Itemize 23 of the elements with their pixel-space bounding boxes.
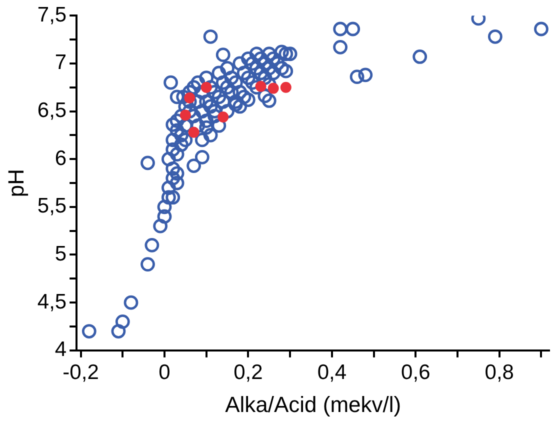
x-tick-label: 0,2 — [234, 360, 263, 384]
point — [188, 126, 200, 138]
x-tick-label: 0,4 — [317, 360, 347, 384]
point — [255, 80, 266, 92]
y-tick-label: 5 — [54, 242, 67, 266]
x-tick-label: 0,6 — [401, 360, 430, 384]
point — [218, 111, 229, 122]
point — [184, 92, 196, 104]
point — [268, 82, 279, 94]
y-tick-label: 7 — [54, 51, 67, 74]
y-tick-label: 6,5 — [37, 99, 67, 122]
x-tick-label: -0,2 — [62, 360, 99, 384]
y-tick-label: 7,5 — [37, 3, 67, 26]
y-axis-title: pH — [3, 168, 28, 198]
point — [280, 82, 292, 93]
x-tick-label: 0 — [158, 360, 170, 384]
point — [180, 110, 191, 121]
x-tick-label: 0,8 — [484, 360, 514, 384]
x-axis-title: Alka/Acid (mekv/l) — [225, 392, 402, 417]
y-tick-label: 5,5 — [37, 194, 67, 218]
y-tick-label: 4,5 — [37, 290, 67, 314]
y-tick-label: 4 — [54, 338, 67, 362]
y-tick-label: 6 — [54, 146, 67, 170]
